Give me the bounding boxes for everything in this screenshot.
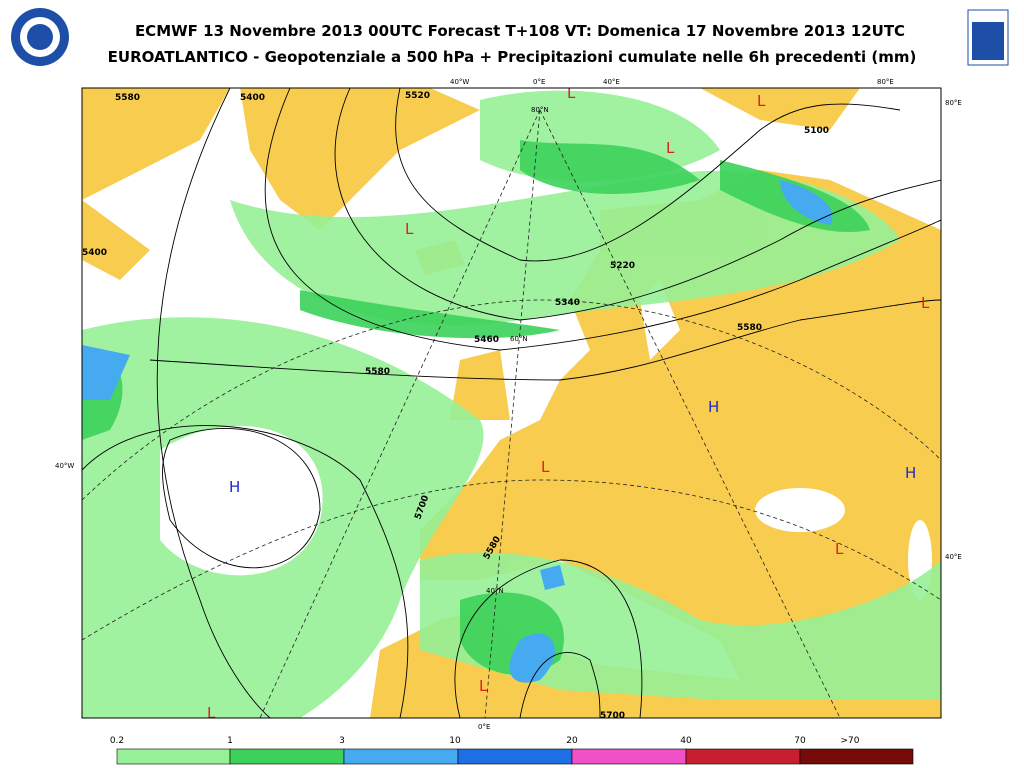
legend: 0.2 1 3 10 20 40 70 >70: [110, 736, 914, 765]
lon-label: 40°E: [945, 553, 962, 561]
contour-label: 5400: [240, 93, 265, 103]
low: L: [921, 294, 930, 312]
contour-label: 5580: [115, 93, 140, 103]
lon-label: 40°E: [603, 78, 620, 86]
subtitle: EUROATLANTICO - Geopotenziale a 500 hPa …: [108, 48, 917, 66]
contour-label: 5700: [600, 711, 625, 721]
low: L: [541, 458, 550, 476]
map-frame: [81, 87, 942, 719]
legend-label: 10: [449, 736, 461, 746]
low: L: [567, 84, 576, 102]
legend-label: 3: [339, 736, 345, 746]
legend-label: 0.2: [110, 736, 124, 746]
contour-label: 5580: [365, 367, 390, 377]
contour-label: 5220: [610, 261, 635, 271]
low: L: [666, 139, 675, 157]
low: L: [835, 540, 844, 558]
low: L: [207, 704, 216, 722]
contour-label: 5340: [555, 298, 580, 308]
lon-label: 0°E: [478, 723, 490, 731]
low: L: [405, 220, 414, 238]
low: L: [479, 677, 488, 695]
lon-label: 0°E: [533, 78, 545, 86]
logo-right: [967, 9, 1009, 66]
lat-label: 80°N: [531, 106, 549, 114]
pressure-centers: L L L L L L L L L H H H: [207, 84, 930, 722]
contour-label: 5580: [737, 323, 762, 333]
lon-label: 40°W: [450, 78, 469, 86]
high: H: [905, 464, 916, 482]
contour-label: 5460: [474, 335, 499, 345]
map: 5580 5400 5520 5100 5220 5340 5460 5580 …: [82, 84, 941, 722]
low: L: [757, 92, 766, 110]
high: H: [708, 398, 719, 416]
lon-label: 80°E: [945, 99, 962, 107]
contour-label: 5400: [82, 248, 107, 258]
legend-label: 40: [680, 736, 692, 746]
lon-label: 40°W: [55, 462, 74, 470]
contour-label: 5100: [804, 126, 829, 136]
title: ECMWF 13 Novembre 2013 00UTC Forecast T+…: [135, 22, 905, 40]
graticule-labels: 40°W 0°E 40°E 80°E 80°E 40°W 40°E 0°E: [55, 78, 962, 731]
contours: [82, 88, 941, 718]
logo-left: [11, 8, 69, 66]
legend-label: 70: [794, 736, 806, 746]
graticule: [82, 109, 941, 718]
legend-label: >70: [841, 736, 860, 746]
legend-label: 20: [566, 736, 578, 746]
lat-label: 60°N: [510, 335, 528, 343]
high: H: [229, 478, 240, 496]
lat-label: 40°N: [486, 587, 504, 595]
legend-label: 1: [227, 736, 233, 746]
lon-label: 80°E: [877, 78, 894, 86]
contour-label: 5520: [405, 91, 430, 101]
